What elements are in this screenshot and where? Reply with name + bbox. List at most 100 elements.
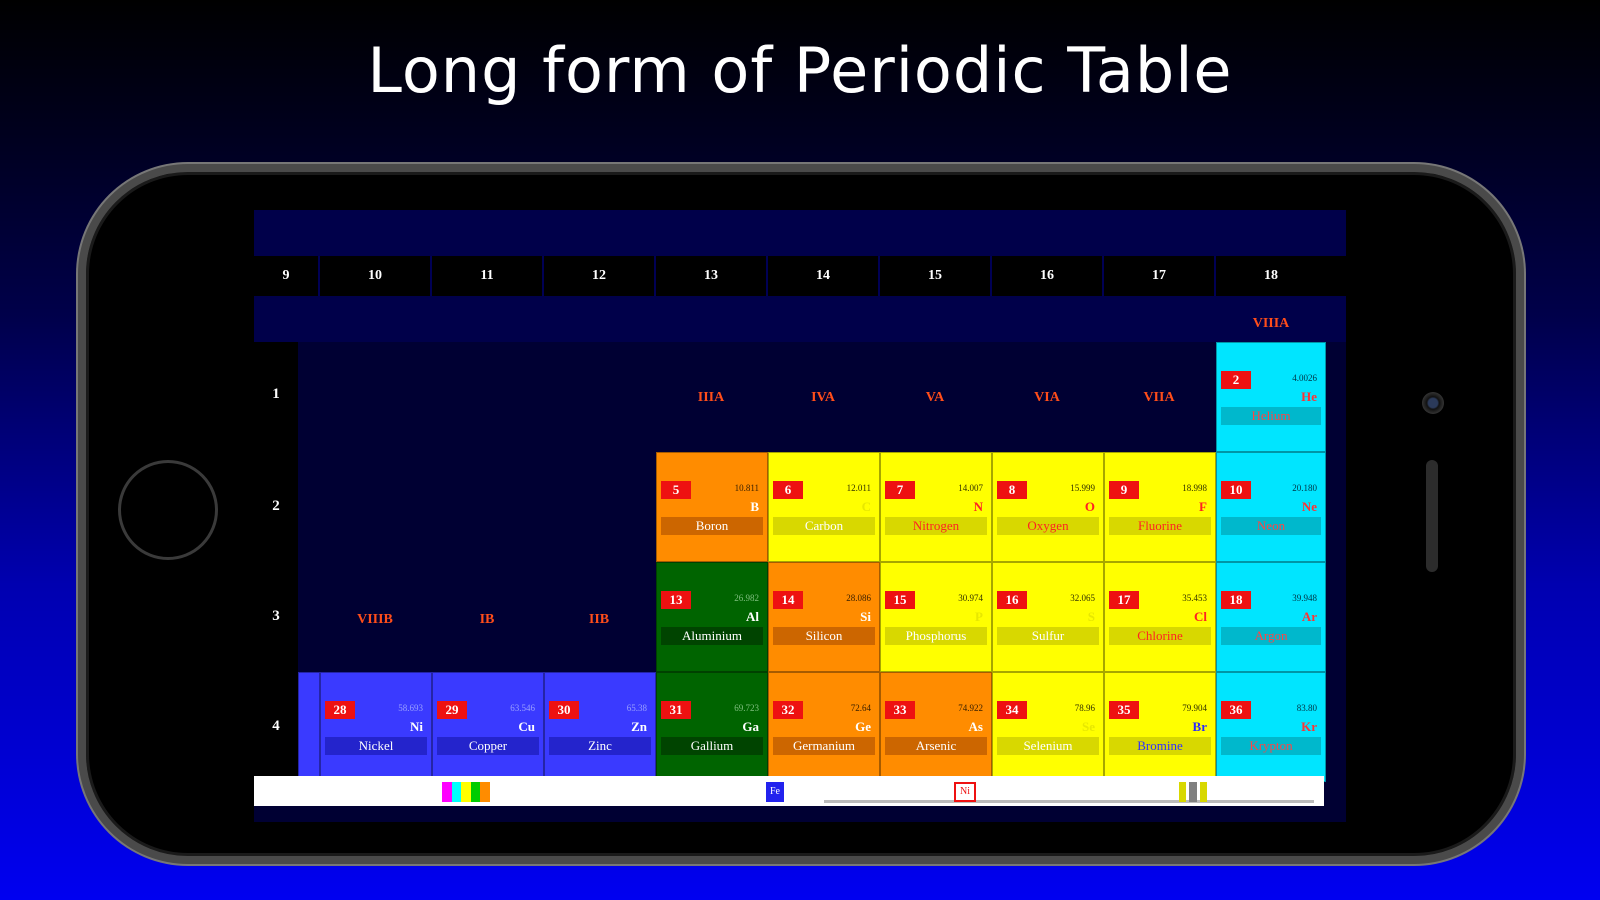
element-cell-al[interactable]: 13 26.982 Al Aluminium bbox=[656, 562, 768, 672]
atomic-mass: 65.38 bbox=[626, 703, 647, 713]
group-label-iiia: IIIA bbox=[697, 390, 725, 405]
group-13: 13 bbox=[704, 268, 718, 283]
group-12: 12 bbox=[592, 268, 606, 283]
element-cell-zn[interactable]: 30 65.38 Zn Zinc bbox=[544, 672, 656, 782]
atomic-number: 10 bbox=[1221, 481, 1251, 499]
atomic-mass: 83.80 bbox=[1296, 703, 1317, 713]
element-symbol: P bbox=[975, 609, 983, 624]
element-cell-ni[interactable]: 28 58.693 Ni Nickel bbox=[320, 672, 432, 782]
element-cell-se[interactable]: 34 78.96 Se Selenium bbox=[992, 672, 1104, 782]
group-16: 16 bbox=[1040, 268, 1054, 283]
group-14: 14 bbox=[816, 268, 830, 283]
element-cell-ga[interactable]: 31 69.723 Ga Gallium bbox=[656, 672, 768, 782]
ni-element-icon[interactable]: Ni bbox=[954, 782, 976, 802]
atomic-number: 18 bbox=[1221, 591, 1251, 609]
atomic-number: 13 bbox=[661, 591, 691, 609]
element-symbol: Ne bbox=[1301, 499, 1317, 514]
element-cell-ne[interactable]: 10 20.180 Ne Neon bbox=[1216, 452, 1326, 562]
element-symbol: Cl bbox=[1194, 609, 1207, 624]
element-cell-s[interactable]: 16 32.065 S Sulfur bbox=[992, 562, 1104, 672]
element-symbol: Zn bbox=[631, 719, 647, 734]
element-name: Arsenic bbox=[885, 737, 987, 755]
element-symbol: As bbox=[968, 719, 983, 734]
atomic-mass: 10.811 bbox=[734, 483, 759, 493]
atomic-number: 7 bbox=[885, 481, 915, 499]
element-symbol: Ni bbox=[410, 719, 423, 734]
element-cell-b[interactable]: 5 10.811 B Boron bbox=[656, 452, 768, 562]
element-cell-he[interactable]: 2 4.0026 He Helium bbox=[1216, 342, 1326, 452]
element-cell-br[interactable]: 35 79.904 Br Bromine bbox=[1104, 672, 1216, 782]
element-cell-si[interactable]: 14 28.086 Si Silicon bbox=[768, 562, 880, 672]
scroll-track[interactable] bbox=[824, 800, 1314, 803]
group-separator bbox=[318, 256, 320, 296]
bars-icon[interactable] bbox=[1179, 782, 1207, 802]
group-17: 17 bbox=[1152, 268, 1166, 283]
atomic-mass: 28.086 bbox=[846, 593, 871, 603]
element-symbol: Si bbox=[860, 609, 871, 624]
group-label-ib: IB bbox=[479, 612, 495, 627]
element-symbol: He bbox=[1301, 389, 1317, 404]
fe-element-icon[interactable]: Fe bbox=[766, 782, 784, 802]
atomic-number: 36 bbox=[1221, 701, 1251, 719]
element-cell-partial[interactable] bbox=[298, 672, 320, 782]
element-cell-c[interactable]: 6 12.011 C Carbon bbox=[768, 452, 880, 562]
home-button[interactable] bbox=[118, 460, 218, 560]
roman-band bbox=[254, 296, 1346, 342]
element-name: Zinc bbox=[549, 737, 651, 755]
group-label-viiib: VIIIB bbox=[357, 612, 393, 627]
period-1: 1 bbox=[272, 386, 280, 402]
group-separator bbox=[766, 256, 768, 296]
atomic-number: 17 bbox=[1109, 591, 1139, 609]
element-symbol: Br bbox=[1192, 719, 1207, 734]
element-cell-p[interactable]: 15 30.974 P Phosphorus bbox=[880, 562, 992, 672]
bottom-toolbar: Fe Ni bbox=[254, 776, 1324, 806]
element-name: Argon bbox=[1221, 627, 1321, 645]
group-separator bbox=[1214, 256, 1216, 296]
element-cell-f[interactable]: 9 18.998 F Fluorine bbox=[1104, 452, 1216, 562]
group-10: 10 bbox=[368, 268, 382, 283]
element-cell-cu[interactable]: 29 63.546 Cu Copper bbox=[432, 672, 544, 782]
group-separator bbox=[542, 256, 544, 296]
atomic-mass: 12.011 bbox=[846, 483, 871, 493]
atomic-mass: 18.998 bbox=[1182, 483, 1207, 493]
element-cell-o[interactable]: 8 15.999 O Oxygen bbox=[992, 452, 1104, 562]
color-palette-icon[interactable] bbox=[442, 782, 490, 802]
element-name: Silicon bbox=[773, 627, 875, 645]
group-label-va: VA bbox=[925, 390, 945, 405]
atomic-mass: 35.453 bbox=[1182, 593, 1207, 603]
atomic-mass: 32.065 bbox=[1070, 593, 1095, 603]
app-screen: 9 10 11 12 13 14 15 16 17 18 VIIIA 1 2 3… bbox=[254, 210, 1346, 822]
element-name: Chlorine bbox=[1109, 627, 1211, 645]
group-separator bbox=[990, 256, 992, 296]
atomic-mass: 4.0026 bbox=[1292, 373, 1317, 383]
element-cell-ar[interactable]: 18 39.948 Ar Argon bbox=[1216, 562, 1326, 672]
element-cell-n[interactable]: 7 14.007 N Nitrogen bbox=[880, 452, 992, 562]
element-name: Gallium bbox=[661, 737, 763, 755]
atomic-number: 8 bbox=[997, 481, 1027, 499]
atomic-number: 15 bbox=[885, 591, 915, 609]
element-name: Nitrogen bbox=[885, 517, 987, 535]
element-cell-kr[interactable]: 36 83.80 Kr Krypton bbox=[1216, 672, 1326, 782]
atomic-number: 5 bbox=[661, 481, 691, 499]
group-header-row: 9 10 11 12 13 14 15 16 17 18 bbox=[254, 256, 1346, 296]
element-cell-as[interactable]: 33 74.922 As Arsenic bbox=[880, 672, 992, 782]
atomic-number: 35 bbox=[1109, 701, 1139, 719]
atomic-number: 33 bbox=[885, 701, 915, 719]
element-symbol: B bbox=[750, 499, 759, 514]
group-separator bbox=[1102, 256, 1104, 296]
atomic-number: 29 bbox=[437, 701, 467, 719]
element-name: Fluorine bbox=[1109, 517, 1211, 535]
period-2: 2 bbox=[272, 498, 280, 514]
element-name: Carbon bbox=[773, 517, 875, 535]
element-name: Krypton bbox=[1221, 737, 1321, 755]
element-symbol: Cu bbox=[518, 719, 535, 734]
element-cell-cl[interactable]: 17 35.453 Cl Chlorine bbox=[1104, 562, 1216, 672]
element-cell-ge[interactable]: 32 72.64 Ge Germanium bbox=[768, 672, 880, 782]
atomic-mass: 78.96 bbox=[1074, 703, 1095, 713]
group-label-iib: IIB bbox=[588, 612, 610, 627]
group-label-viia: VIIA bbox=[1143, 390, 1175, 405]
element-symbol: O bbox=[1084, 499, 1095, 514]
element-symbol: Kr bbox=[1301, 719, 1317, 734]
atomic-mass: 15.999 bbox=[1070, 483, 1095, 493]
group-separator bbox=[878, 256, 880, 296]
